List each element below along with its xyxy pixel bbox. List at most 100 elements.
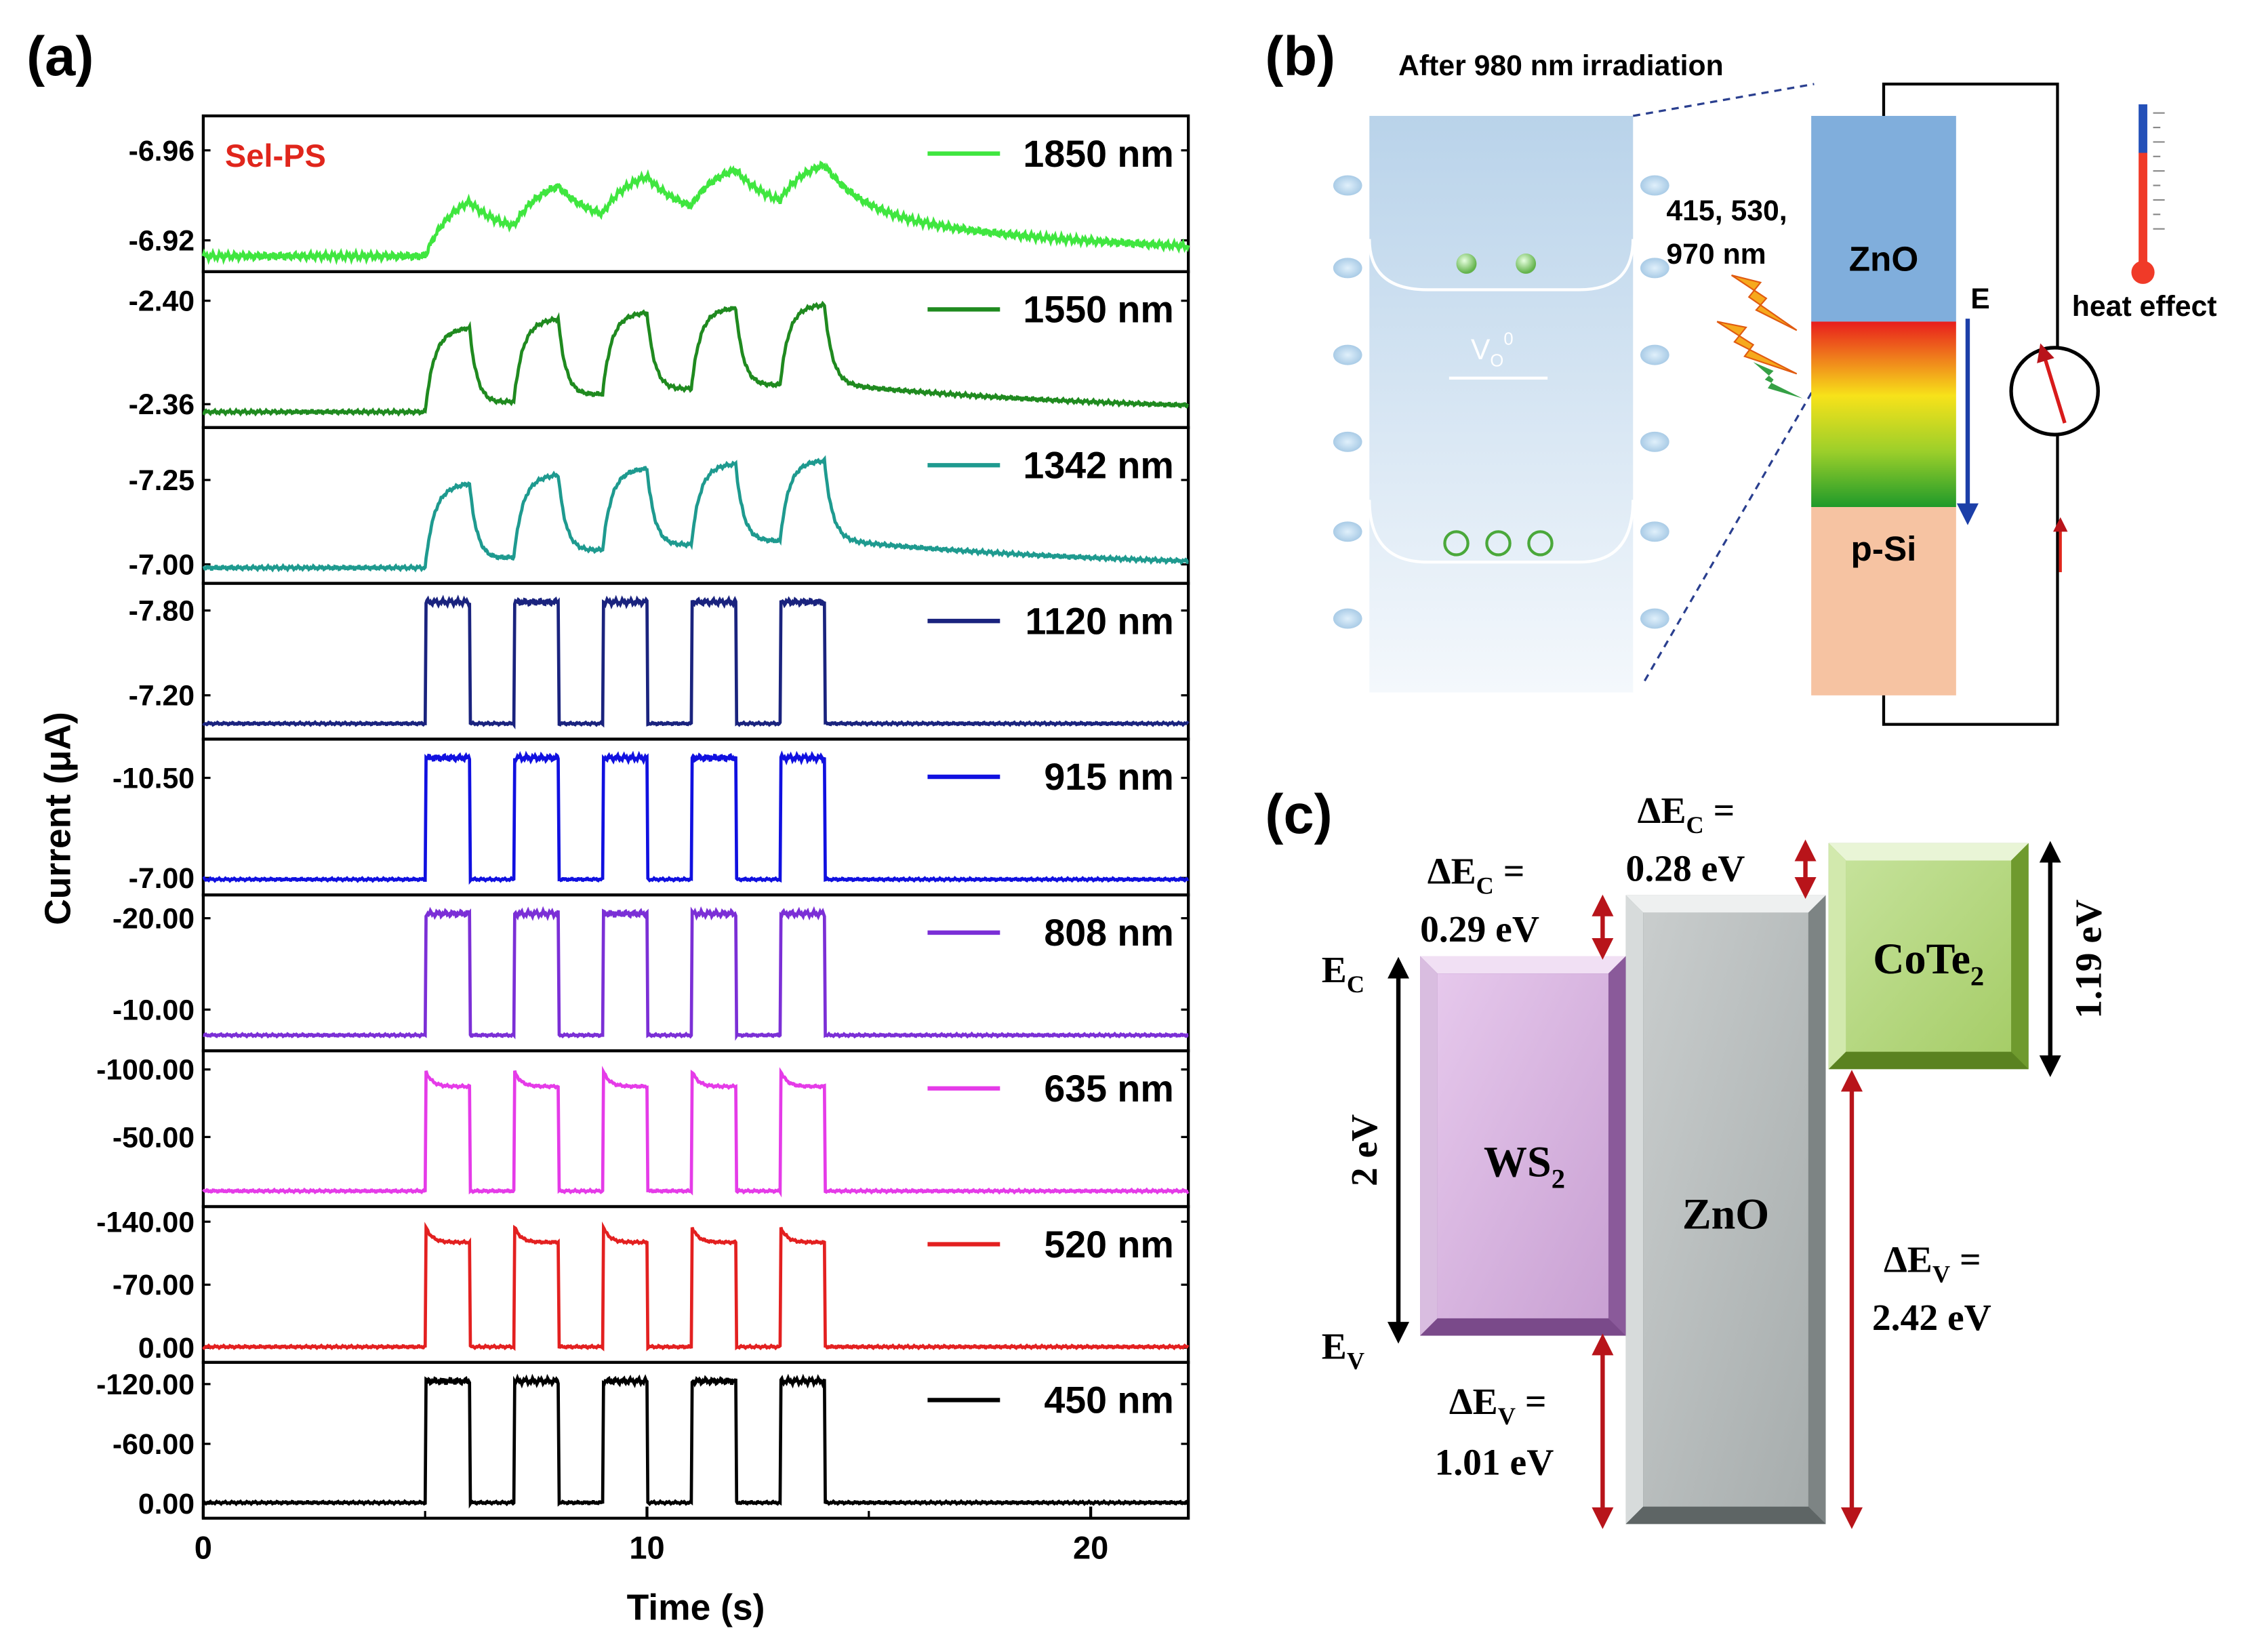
conduction-band-curve [1368, 239, 1635, 291]
circuit-wire-top [1882, 82, 2059, 355]
trace-panel: -7.80 -7.20 1120 nm [129, 582, 1190, 741]
y-tick-label: -7.20 [129, 680, 195, 712]
x-tick-label: 20 [1073, 1530, 1108, 1566]
y-tick-label: -60.00 [113, 1428, 195, 1461]
y-tick-label: -10.50 [113, 763, 195, 795]
delta-ev-cote2-title: ΔEV = [1884, 1238, 1981, 1287]
legend-label: 1342 nm [1023, 445, 1173, 487]
legend-label: 808 nm [1044, 912, 1173, 954]
circuit-wire-bottom [1882, 427, 2059, 726]
trace-panel: -10.50 -7.00 915 nm [113, 737, 1190, 897]
trace-line [202, 455, 1190, 573]
legend-label: 1120 nm [1026, 600, 1174, 642]
x-axis-label: Time (s) [627, 1588, 765, 1628]
ws2-block [1420, 956, 1626, 1336]
panel-b-label: (b) [1265, 26, 1335, 87]
ws2-label: WS2 [1484, 1137, 1565, 1194]
cote2-label: CoTe2 [1873, 935, 1984, 991]
delta-ev-cote2-value: 2.42 eV [1872, 1297, 1991, 1339]
hole-circle [1485, 530, 1512, 557]
legend-label: 520 nm [1044, 1224, 1173, 1266]
side-dots [1333, 175, 1669, 629]
hole-circle [1443, 530, 1470, 557]
zno-layer [1811, 115, 1956, 322]
trace-line [203, 906, 1189, 1041]
cote2-block [1828, 843, 2029, 1070]
y-tick-label: 0.00 [138, 1488, 195, 1520]
panel-a: (a) -6.96 -6.92 1850 nm -2.40 -2.36 1550 nm -7… [26, 26, 1190, 1628]
y-tick-label: -7.00 [129, 549, 195, 582]
y-tick-label: -140.00 [96, 1206, 195, 1238]
valence-band-curve [1368, 500, 1635, 564]
delta-ev-ws2-title: ΔEV = [1449, 1381, 1547, 1430]
y-tick-label: -7.25 [129, 464, 195, 497]
oxygen-vacancy-label: VO0 [1471, 330, 1514, 371]
trace-panel: -7.25 -7.00 1342 nm [129, 426, 1190, 585]
panel-c-label: (c) [1265, 784, 1332, 845]
trace-panel: -120.00 -60.00 0.00 450 nm [96, 1360, 1190, 1520]
trace-panel: -20.00 -10.00 808 nm [113, 893, 1190, 1053]
y-tick-label: 0.00 [138, 1332, 195, 1365]
y-tick-label: -70.00 [113, 1269, 195, 1301]
y-tick-label: -7.00 [129, 862, 195, 895]
delta-ec-ws2-value: 0.29 eV [1420, 908, 1539, 950]
ev-label: EV [1322, 1326, 1364, 1375]
panel-a-label: (a) [26, 26, 94, 87]
zno-block [1625, 895, 1826, 1524]
trace-frame [201, 1205, 1190, 1365]
electric-field-label: E [1970, 283, 1990, 315]
trace-panel: -140.00 -70.00 0.00 520 nm [96, 1205, 1190, 1365]
trace-line [202, 1373, 1189, 1509]
band-bending-panel [1369, 115, 1634, 693]
y-tick-label: -2.40 [129, 285, 195, 318]
y-tick-label: -120.00 [96, 1369, 195, 1401]
panel-b: (b) After 980 nm irradiation VO0 [1265, 26, 2217, 726]
delta-ec-cote2-title: ΔEC = [1638, 790, 1735, 838]
delta-ec-ws2-title: ΔEC = [1427, 851, 1525, 900]
emission-wavelengths-line1: 415, 530, [1666, 195, 1787, 227]
zoom-line-bottom [1643, 387, 1815, 682]
electron-dot [1456, 254, 1477, 274]
trace-line [202, 1221, 1190, 1352]
trace-line [202, 750, 1190, 885]
trace-line [202, 1066, 1190, 1198]
p-si-layer [1811, 507, 1956, 695]
x-tick-label: 10 [629, 1530, 664, 1566]
y-tick-label: -10.00 [113, 994, 195, 1026]
ws2-gap-label: 2 eV [1343, 1114, 1385, 1186]
delta-ev-ws2-value: 1.01 eV [1434, 1442, 1554, 1484]
trace-panel: -2.40 -2.36 1550 nm [129, 270, 1190, 429]
ammeter-needle [2037, 343, 2067, 424]
y-axis-label: Current (μA) [38, 712, 78, 925]
y-tick-label: -50.00 [113, 1121, 195, 1154]
legend-label: 1850 nm [1023, 133, 1173, 175]
panel-c: (c) WS2 ZnO Co [1265, 784, 2110, 1529]
zno-block-label: ZnO [1682, 1190, 1769, 1238]
electron-dot [1516, 254, 1537, 274]
ec-label: EC [1322, 949, 1364, 998]
trace-frame [201, 737, 1190, 897]
irradiation-title: After 980 nm irradiation [1398, 49, 1724, 82]
legend-label: 635 nm [1044, 1068, 1173, 1110]
legend-label: 450 nm [1044, 1379, 1173, 1421]
y-tick-label: -6.92 [129, 225, 195, 258]
trace-line [202, 300, 1190, 417]
lightning-icon [1716, 275, 1803, 399]
p-si-layer-label: p-Si [1851, 529, 1917, 568]
emission-wavelengths-line2: 970 nm [1666, 238, 1766, 270]
trace-line [202, 594, 1190, 729]
cote2-gap-label: 1.19 eV [2068, 900, 2110, 1019]
heat-effect-label: heat effect [2072, 290, 2217, 323]
sample-label: Sel-PS [225, 138, 326, 174]
legend-label: 915 nm [1044, 756, 1173, 798]
hole-circle [1527, 530, 1554, 557]
legend-label: 1550 nm [1023, 289, 1173, 331]
trace-frame [201, 1360, 1190, 1520]
y-tick-label: -7.80 [129, 595, 195, 628]
zno-layer-label: ZnO [1849, 240, 1919, 279]
x-tick-label: 0 [195, 1530, 212, 1566]
trace-panel: -100.00 -50.00 635 nm [96, 1049, 1190, 1209]
y-tick-label: -2.36 [129, 388, 195, 421]
